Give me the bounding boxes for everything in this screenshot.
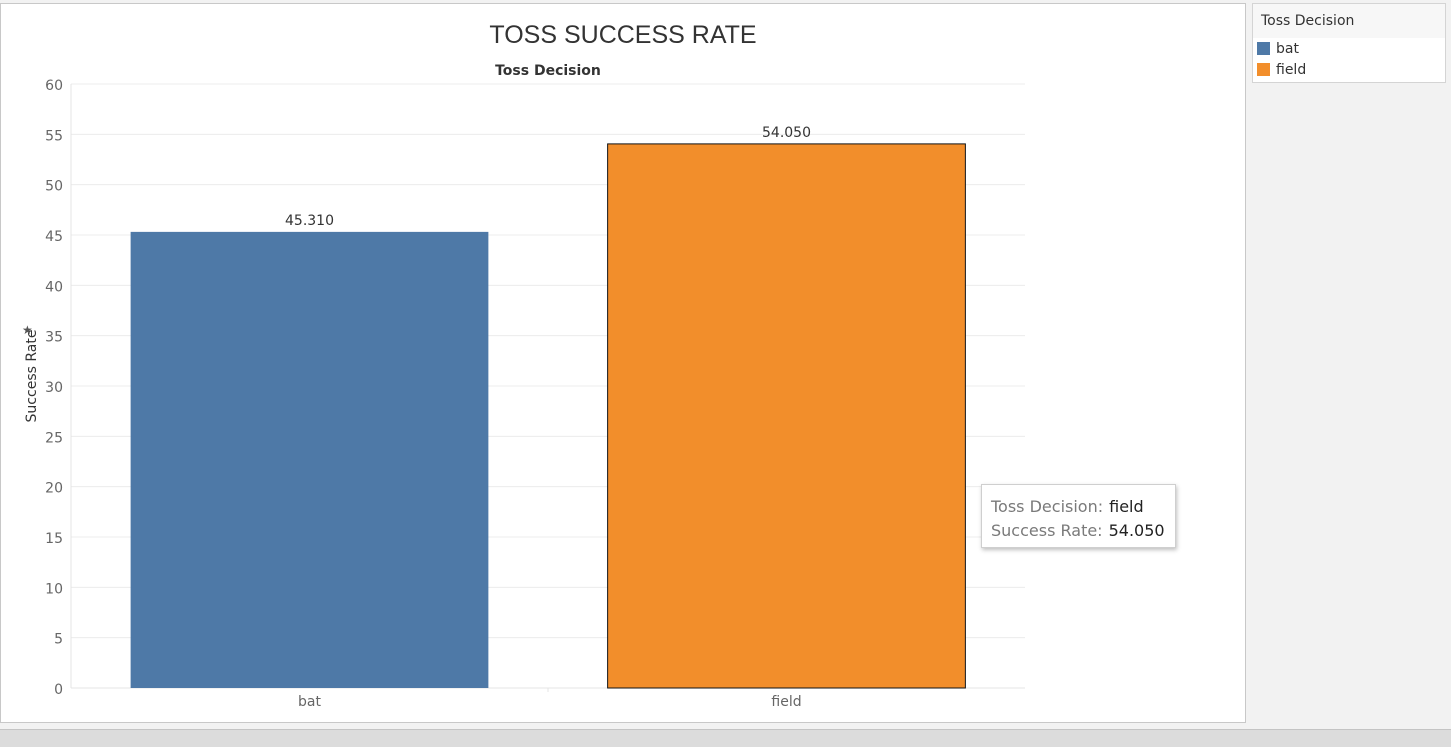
y-axis-title[interactable]: Success Rate — [24, 330, 40, 423]
worksheet-pane: TOSS SUCCESS RATE Toss Decision Success … — [0, 3, 1246, 723]
legend-swatch-bat — [1257, 42, 1270, 55]
y-tick-label: 10 — [45, 581, 63, 597]
tooltip: Toss Decision: field Success Rate: 54.050 — [981, 484, 1176, 548]
legend-item-bat[interactable]: bat — [1253, 38, 1445, 59]
chart-title: TOSS SUCCESS RATE — [489, 21, 756, 49]
bar-field[interactable] — [607, 143, 966, 689]
data-label-field: 54.050 — [762, 125, 811, 141]
pin-icon[interactable]: ★ — [22, 323, 33, 337]
column-header: Toss Decision — [495, 63, 601, 79]
x-axis-ticks: bat field — [298, 688, 802, 710]
tooltip-key: Success Rate: — [991, 521, 1103, 540]
x-tick-label-field: field — [771, 694, 801, 710]
tooltip-value: 54.050 — [1108, 521, 1165, 540]
legend-label: bat — [1276, 40, 1299, 57]
y-axis-ticks: 0 5 10 15 20 25 30 35 40 45 50 55 60 — [45, 78, 63, 698]
legend-item-field[interactable]: field — [1253, 59, 1445, 80]
y-tick-label: 55 — [45, 128, 63, 144]
y-tick-label: 60 — [45, 78, 63, 94]
legend-title[interactable]: Toss Decision — [1253, 4, 1445, 38]
y-tick-label: 45 — [45, 229, 63, 245]
y-tick-label: 40 — [45, 279, 63, 295]
bar-chart: TOSS SUCCESS RATE Toss Decision Success … — [22, 21, 1025, 710]
y-tick-label: 20 — [45, 481, 63, 497]
y-tick-label: 15 — [45, 531, 63, 547]
legend-card[interactable]: Toss Decision bat field — [1252, 3, 1446, 83]
y-tick-label: 5 — [54, 632, 63, 648]
y-tick-label: 30 — [45, 380, 63, 396]
tooltip-key: Toss Decision: — [991, 497, 1104, 516]
tooltip-value: field — [1109, 497, 1144, 516]
bars: 45.310 54.050 — [130, 125, 966, 689]
y-tick-label: 0 — [54, 682, 63, 698]
y-tick-label: 35 — [45, 330, 63, 346]
tooltip-row-decision: Toss Decision: field — [991, 495, 1175, 519]
y-axis-label: Success Rate — [24, 330, 40, 423]
y-tick-label: 50 — [45, 179, 63, 195]
legend-swatch-field — [1257, 63, 1270, 76]
x-tick-label-bat: bat — [298, 694, 321, 710]
status-bar — [0, 729, 1451, 747]
legend-label: field — [1276, 61, 1307, 78]
y-tick-label: 25 — [45, 430, 63, 446]
data-label-bat: 45.310 — [285, 213, 334, 229]
bar-bat[interactable] — [130, 231, 489, 688]
tooltip-row-rate: Success Rate: 54.050 — [991, 519, 1175, 543]
